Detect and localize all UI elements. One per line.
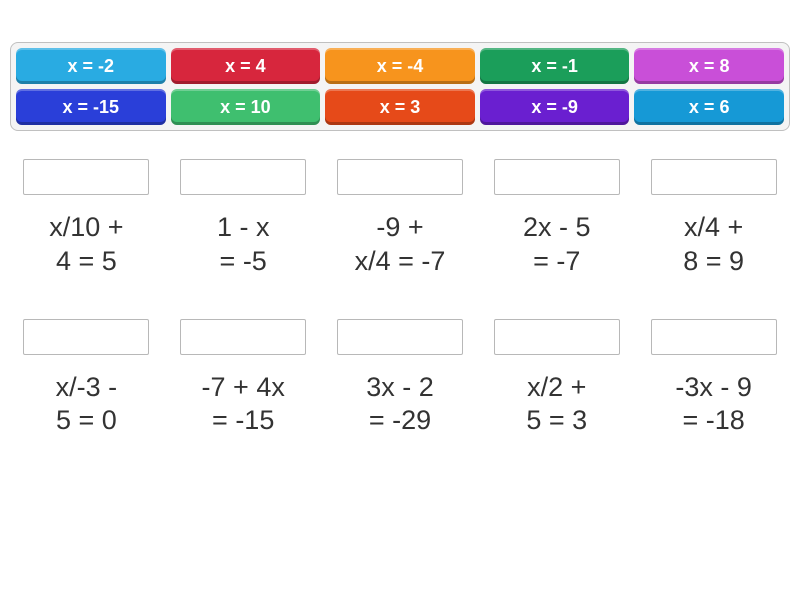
question: x/2 + 5 = 3 (490, 319, 623, 439)
answer-tile[interactable]: x = 4 (171, 48, 321, 84)
answer-tile[interactable]: x = 10 (171, 89, 321, 125)
answer-tile[interactable]: x = -9 (480, 89, 630, 125)
expression-text: -9 + x/4 = -7 (355, 211, 446, 279)
question: 1 - x = -5 (177, 159, 310, 279)
question: -3x - 9 = -18 (647, 319, 780, 439)
expression-text: 2x - 5 = -7 (523, 211, 591, 279)
answer-tile[interactable]: x = 8 (634, 48, 784, 84)
drop-slot[interactable] (180, 159, 306, 195)
expression-text: x/2 + 5 = 3 (526, 371, 587, 439)
activity-root: x = -2x = 4x = -4x = -1x = 8 x = -15x = 1… (0, 0, 800, 438)
expression-text: -3x - 9 = -18 (675, 371, 752, 439)
answer-tile[interactable]: x = -15 (16, 89, 166, 125)
answer-tile[interactable]: x = 3 (325, 89, 475, 125)
questions-grid: x/10 + 4 = 5 1 - x = -5 -9 + x/4 = -7 2x - … (10, 159, 790, 438)
question: x/10 + 4 = 5 (20, 159, 153, 279)
drop-slot[interactable] (23, 159, 149, 195)
drop-slot[interactable] (23, 319, 149, 355)
expression-text: x/-3 - 5 = 0 (56, 371, 118, 439)
expression-text: x/4 + 8 = 9 (683, 211, 744, 279)
question: -7 + 4x = -15 (177, 319, 310, 439)
question: x/4 + 8 = 9 (647, 159, 780, 279)
drop-slot[interactable] (337, 159, 463, 195)
drop-slot[interactable] (651, 159, 777, 195)
question: x/-3 - 5 = 0 (20, 319, 153, 439)
drop-slot[interactable] (494, 159, 620, 195)
answer-tile[interactable]: x = 6 (634, 89, 784, 125)
question: -9 + x/4 = -7 (334, 159, 467, 279)
drop-slot[interactable] (494, 319, 620, 355)
drop-slot[interactable] (651, 319, 777, 355)
expression-text: x/10 + 4 = 5 (49, 211, 123, 279)
expression-text: -7 + 4x = -15 (202, 371, 285, 439)
question: 2x - 5 = -7 (490, 159, 623, 279)
expression-text: 1 - x = -5 (217, 211, 270, 279)
drop-slot[interactable] (180, 319, 306, 355)
answers-panel: x = -2x = 4x = -4x = -1x = 8 x = -15x = 1… (10, 42, 790, 131)
question: 3x - 2 = -29 (334, 319, 467, 439)
expression-text: 3x - 2 = -29 (366, 371, 434, 439)
answer-tile[interactable]: x = -2 (16, 48, 166, 84)
answer-tile[interactable]: x = -1 (480, 48, 630, 84)
answer-tile[interactable]: x = -4 (325, 48, 475, 84)
drop-slot[interactable] (337, 319, 463, 355)
